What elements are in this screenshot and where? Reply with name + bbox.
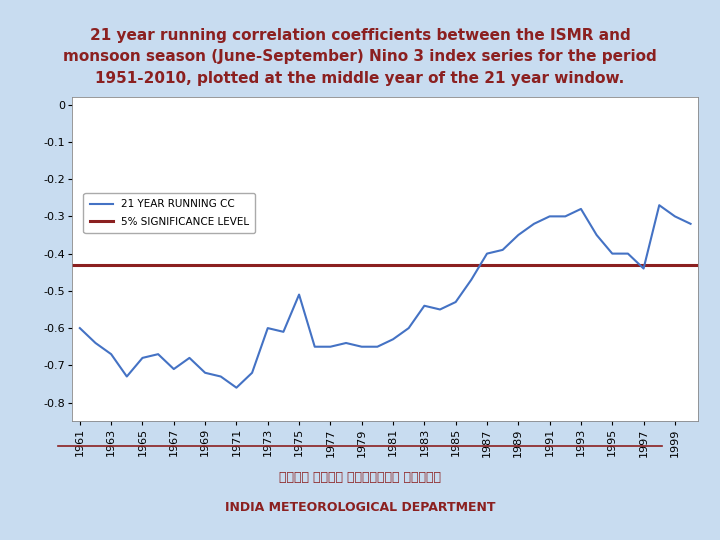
Text: भारत मौसम विज्ञान विभाग: भारत मौसम विज्ञान विभाग — [279, 471, 441, 484]
Text: 1951-2010, plotted at the middle year of the 21 year window.: 1951-2010, plotted at the middle year of… — [95, 71, 625, 86]
Legend: 21 YEAR RUNNING CC, 5% SIGNIFICANCE LEVEL: 21 YEAR RUNNING CC, 5% SIGNIFICANCE LEVE… — [84, 193, 256, 233]
Text: 21 year running correlation coefficients between the ISMR and: 21 year running correlation coefficients… — [89, 28, 631, 43]
Text: monsoon season (June-September) Nino 3 index series for the period: monsoon season (June-September) Nino 3 i… — [63, 49, 657, 64]
Text: INDIA METEOROLOGICAL DEPARTMENT: INDIA METEOROLOGICAL DEPARTMENT — [225, 501, 495, 514]
